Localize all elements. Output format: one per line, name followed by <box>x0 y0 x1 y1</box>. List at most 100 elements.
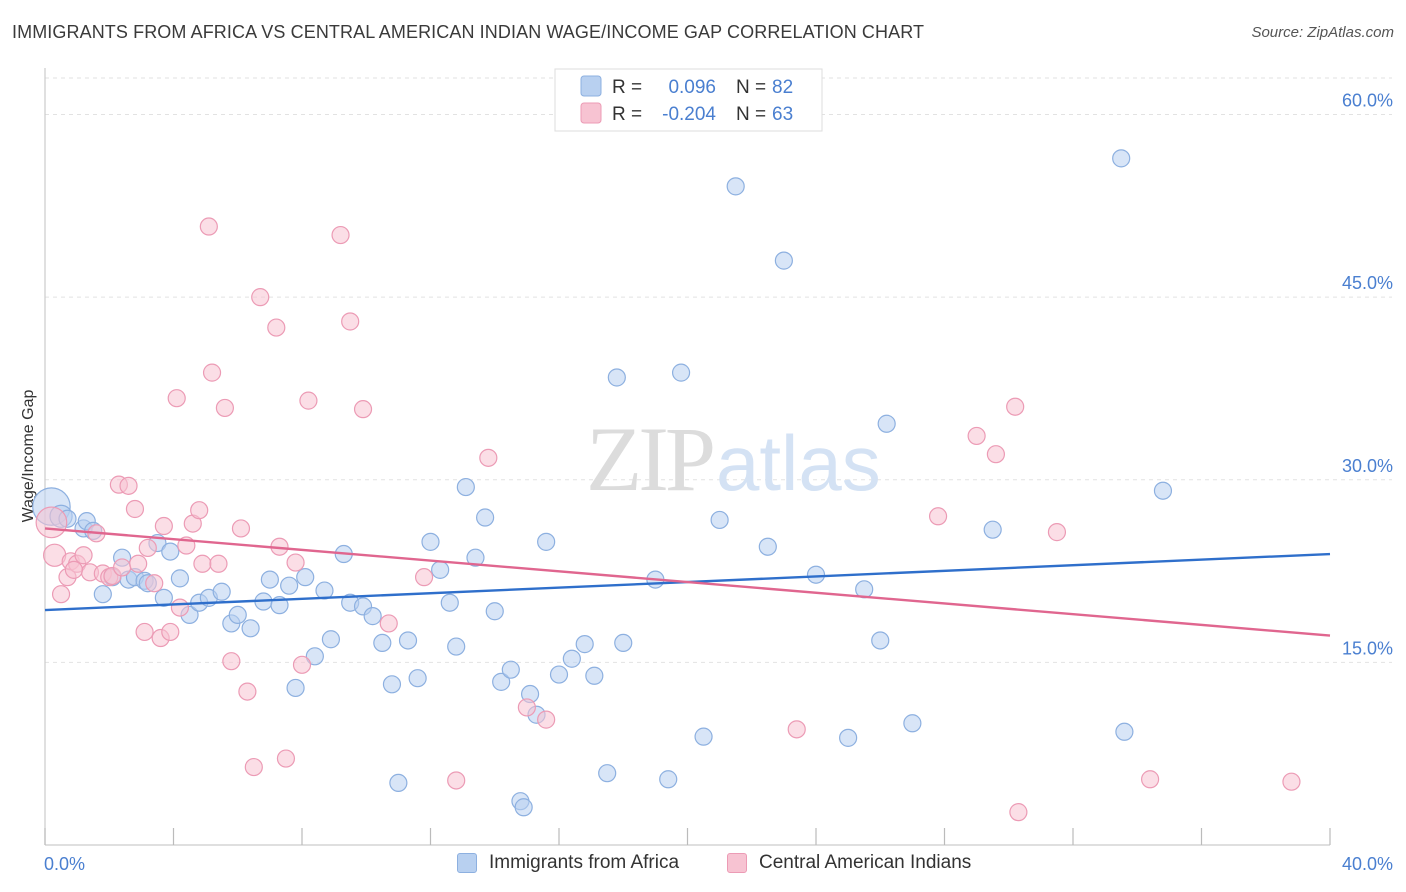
point-africa <box>408 669 427 688</box>
point-central-american-indian <box>125 499 145 519</box>
point-central-american-indian <box>286 553 305 572</box>
point-africa <box>537 532 556 551</box>
point-africa <box>315 581 334 600</box>
point-africa <box>983 520 1002 539</box>
legend-top: R = 0.096 N = 82 R = -0.204 N = 63 <box>554 68 823 132</box>
point-africa <box>607 368 626 387</box>
point-africa <box>466 548 485 567</box>
point-central-american-indian <box>51 585 71 604</box>
point-central-american-indian <box>1140 770 1160 789</box>
point-central-american-indian <box>967 426 986 446</box>
legend-r-label: R = <box>612 104 642 125</box>
point-central-american-indian <box>928 507 948 526</box>
point-central-american-indian <box>222 652 241 671</box>
point-central-american-indian <box>215 398 234 418</box>
point-africa <box>93 585 112 604</box>
point-central-american-indian <box>170 598 190 617</box>
legend-r-value: 0.096 <box>668 77 716 98</box>
chart-title: IMMIGRANTS FROM AFRICA VS CENTRAL AMERIC… <box>12 22 925 42</box>
legend-label-africa: Immigrants from Africa <box>489 852 680 873</box>
legend-swatch <box>580 102 602 124</box>
point-africa <box>774 251 793 270</box>
point-central-american-indian <box>1009 803 1028 822</box>
point-africa <box>228 605 247 625</box>
legend-swatch <box>580 75 602 97</box>
point-africa <box>373 633 392 653</box>
trend-layer <box>44 527 1331 637</box>
point-central-american-indian <box>537 710 556 729</box>
point-africa <box>296 568 315 587</box>
point-africa <box>585 666 604 685</box>
point-africa <box>806 565 826 584</box>
point-central-american-indian <box>35 506 68 539</box>
legend-n-value: 82 <box>772 77 793 98</box>
point-central-american-indian <box>251 288 270 307</box>
y-tick-label: 60.0% <box>1342 91 1393 111</box>
point-africa <box>305 647 324 666</box>
point-central-american-indian <box>209 554 228 573</box>
point-africa <box>614 633 633 653</box>
point-africa <box>1112 149 1131 168</box>
point-africa <box>241 619 260 638</box>
trendline-central-american-indians <box>44 527 1331 637</box>
point-central-american-indian <box>353 400 373 419</box>
legend-n-label: N = <box>736 77 766 98</box>
point-central-american-indian <box>145 574 164 593</box>
point-africa <box>726 177 745 196</box>
legend-item-central-american-indians[interactable]: Central American Indians <box>727 852 971 874</box>
point-africa <box>421 532 440 551</box>
point-africa <box>1115 722 1134 741</box>
point-africa <box>659 770 678 789</box>
point-africa <box>549 665 569 684</box>
legend-item-africa[interactable]: Immigrants from Africa <box>457 852 679 874</box>
point-central-american-indian <box>787 720 806 739</box>
point-central-american-indian <box>112 558 132 577</box>
point-central-american-indian <box>292 655 312 674</box>
point-central-american-indian <box>193 554 212 573</box>
point-africa <box>575 635 594 654</box>
points-layer <box>32 149 1301 822</box>
watermark-zip: ZIP <box>586 408 713 510</box>
point-central-american-indian <box>517 698 536 717</box>
point-central-american-indian <box>276 749 296 768</box>
point-central-american-indian <box>447 771 466 790</box>
point-central-american-indian <box>986 445 1006 464</box>
point-africa <box>877 414 896 433</box>
point-central-american-indian <box>167 389 186 408</box>
point-africa <box>839 728 858 747</box>
legend-swatch-africa <box>457 853 477 873</box>
point-central-american-indian <box>154 516 173 536</box>
point-africa <box>485 602 504 621</box>
point-central-american-indian <box>267 318 286 337</box>
watermark-layer: ZIP atlas <box>586 408 881 510</box>
point-africa <box>170 569 190 588</box>
grid-layer <box>45 77 1392 663</box>
point-africa <box>671 363 691 382</box>
legend-n-label: N = <box>736 104 766 125</box>
point-africa <box>212 582 231 601</box>
watermark-atlas: atlas <box>716 419 881 507</box>
point-africa <box>1153 481 1173 500</box>
point-central-american-indian <box>1047 523 1067 542</box>
point-central-american-indian <box>414 568 434 587</box>
point-central-american-indian <box>1006 397 1025 416</box>
point-central-american-indian <box>479 448 498 467</box>
point-central-american-indian <box>64 560 84 579</box>
legend-n-value: 63 <box>772 104 793 125</box>
point-africa <box>389 773 408 793</box>
y-tick-label: 15.0% <box>1342 638 1393 658</box>
point-africa <box>431 560 450 579</box>
point-central-american-indian <box>1282 772 1301 791</box>
point-central-american-indian <box>231 519 251 538</box>
point-central-american-indian <box>190 501 209 520</box>
point-africa <box>476 508 495 527</box>
point-central-american-indian <box>129 554 148 573</box>
point-central-american-indian <box>74 546 93 565</box>
point-africa <box>562 649 581 668</box>
point-africa <box>161 542 180 561</box>
point-africa <box>871 631 890 650</box>
y-tick-label: 45.0% <box>1342 273 1393 293</box>
point-africa <box>501 660 520 679</box>
point-africa <box>598 764 617 783</box>
